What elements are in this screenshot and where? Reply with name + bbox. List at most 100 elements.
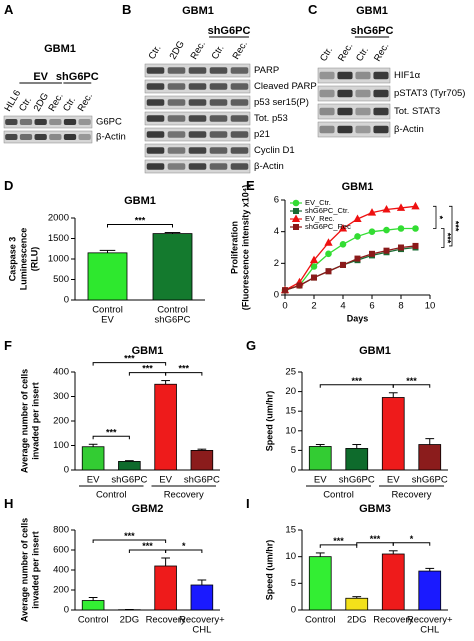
chart-title: GBM2 xyxy=(132,503,164,515)
point xyxy=(353,214,362,222)
bar xyxy=(154,383,177,471)
significance-bracket xyxy=(92,362,167,366)
panel-label: I xyxy=(246,496,250,511)
series-line xyxy=(284,246,416,291)
blot-strip xyxy=(317,121,391,138)
blot-band xyxy=(167,163,186,170)
x-tick-label: Recovery+ xyxy=(179,615,225,626)
blot-band xyxy=(34,134,47,140)
blot-band xyxy=(230,67,249,74)
blot-band xyxy=(230,147,249,154)
blot-band xyxy=(188,83,207,90)
blot-band xyxy=(230,83,249,90)
lane-label: Rec. xyxy=(231,39,250,61)
blot-band xyxy=(146,67,165,74)
blot-band xyxy=(188,163,207,170)
significance-label: *** xyxy=(124,354,135,364)
x-tick-label: CHL xyxy=(420,625,439,636)
x-tick-label: 6 xyxy=(369,301,374,312)
y-tick-label: 5 xyxy=(291,445,296,456)
lane-label: Rec. xyxy=(372,41,391,63)
blot-band xyxy=(209,83,228,90)
blot-band xyxy=(209,99,228,106)
y-tick-label: 0 xyxy=(64,295,69,306)
y-axis-label: (Fluorescence intensity x10⁴) xyxy=(240,185,250,311)
point xyxy=(398,244,404,251)
y-axis-label: Proliferation xyxy=(229,221,239,274)
point xyxy=(296,282,303,289)
bar xyxy=(118,461,141,471)
lane-label: Rec. xyxy=(336,41,355,63)
bar xyxy=(154,565,177,611)
blot-band xyxy=(188,115,207,122)
blot-band xyxy=(78,119,91,125)
chart-title: GBM1 xyxy=(132,345,164,357)
x-axis-label: Days xyxy=(347,313,369,323)
blot-band xyxy=(373,107,389,116)
blot-band xyxy=(188,131,207,138)
y-tick-label: 600 xyxy=(53,545,69,556)
point xyxy=(368,228,376,235)
y-tick-label: 6 xyxy=(274,195,279,206)
lane-label: Ctr. xyxy=(318,45,335,63)
y-tick-label: 10 xyxy=(285,425,296,436)
x-tick-label: 0 xyxy=(282,301,287,312)
blot-row-label: β-Actin xyxy=(394,124,424,135)
blot-band xyxy=(146,131,165,138)
x-tick-label: EV xyxy=(87,475,100,486)
x-tick-label: shG6PC xyxy=(412,475,448,486)
point xyxy=(412,242,419,249)
y-tick-label: 300 xyxy=(53,391,69,402)
y-tick-label: 500 xyxy=(53,274,69,285)
y-tick-label: 1000 xyxy=(48,254,69,265)
blot-band xyxy=(230,115,249,122)
legend-marker xyxy=(292,199,300,207)
significance-bracket xyxy=(107,224,173,228)
y-tick-label: 0 xyxy=(291,605,296,616)
significance-label: *** xyxy=(370,534,381,544)
group-label: shG6PC xyxy=(208,25,251,37)
blot-band xyxy=(167,131,186,138)
significance-label: *** xyxy=(351,376,362,386)
bar xyxy=(190,449,214,471)
blot-title: GBM1 xyxy=(44,43,76,55)
panel-label: G xyxy=(246,338,256,353)
point xyxy=(340,261,346,268)
blot-band xyxy=(373,71,389,80)
blot-band xyxy=(337,71,353,80)
series-line xyxy=(284,245,416,291)
blot-row-label: PARP xyxy=(254,65,279,76)
significance-label: * xyxy=(182,541,186,551)
group-label: Recovery xyxy=(164,490,204,501)
x-tick-label: Control xyxy=(157,305,188,316)
y-tick-label: 20 xyxy=(285,386,296,397)
blot-band xyxy=(337,107,353,116)
blot-band xyxy=(337,89,353,98)
legend-label: EV_Rec. xyxy=(305,214,335,223)
y-tick-label: 800 xyxy=(53,525,69,536)
bar xyxy=(418,444,442,471)
legend-label: shG6PC_Ctr. xyxy=(305,206,349,215)
blot-row-label: β-Actin xyxy=(254,161,284,172)
significance-label: *** xyxy=(142,364,153,374)
blot-band xyxy=(188,147,207,154)
y-tick-label: 400 xyxy=(53,565,69,576)
point xyxy=(311,274,317,281)
point xyxy=(338,223,348,232)
blot-band xyxy=(146,99,165,106)
significance-label: *** xyxy=(142,541,153,551)
point xyxy=(339,241,347,248)
point xyxy=(325,250,332,258)
y-axis-label: Average number of cells xyxy=(19,518,29,622)
y-axis-label: (RLU) xyxy=(29,247,39,272)
blot-band xyxy=(209,163,228,170)
legend-marker xyxy=(293,224,299,230)
y-tick-label: 100 xyxy=(53,440,69,451)
blot-row-label: p53 ser15(P) xyxy=(254,97,309,108)
group-label: shG6PC xyxy=(56,71,99,83)
significance-bracket xyxy=(433,205,437,229)
blot-band xyxy=(319,125,335,134)
x-tick-label: Control xyxy=(92,305,123,316)
significance-label: *** xyxy=(124,531,135,541)
